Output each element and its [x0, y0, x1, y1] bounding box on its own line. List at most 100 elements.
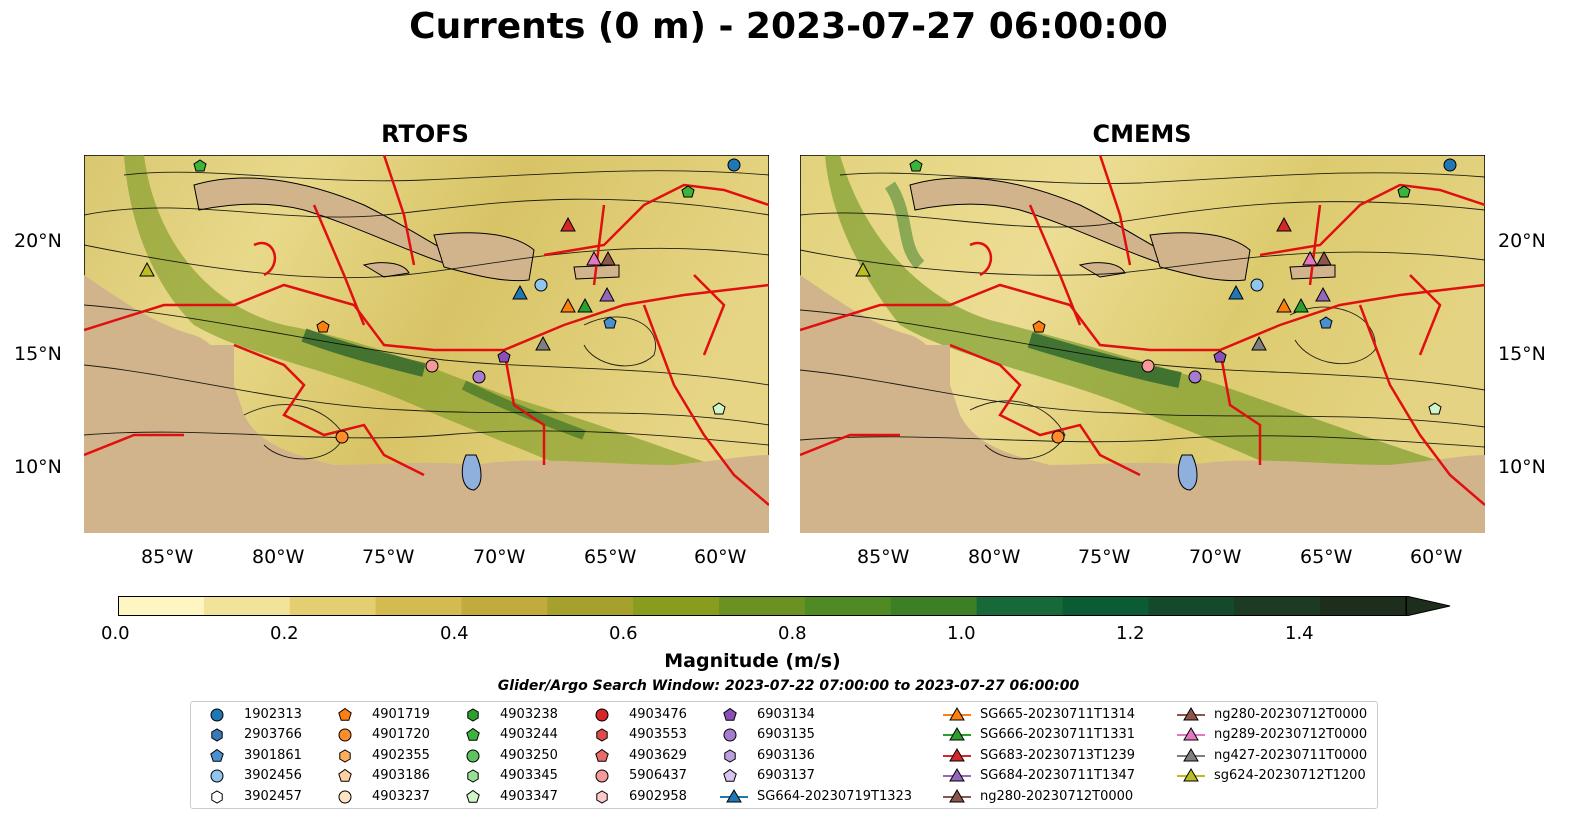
- legend-marker-icon: [339, 749, 351, 763]
- legend-label: 3902457: [244, 789, 302, 804]
- lon-tick: 70°W: [1189, 546, 1242, 568]
- float-markers: [855, 158, 1457, 444]
- legend-label: SG684-20230711T1347: [980, 768, 1136, 783]
- legend-label: 6903135: [757, 727, 815, 742]
- lon-tick: 85°W: [141, 546, 194, 568]
- lat-tick: 20°N: [1498, 230, 1546, 252]
- legend-label: ng280-20230712T0000: [1214, 707, 1368, 722]
- legend-label: 4903347: [500, 789, 558, 804]
- colorbar-tick: 1.2: [1116, 623, 1145, 644]
- legend-label: 4903345: [500, 768, 558, 783]
- legend-marker-icon: [466, 789, 480, 803]
- legend-label: 6903137: [757, 768, 815, 783]
- legend-label: ng280-20230712T0000: [980, 789, 1134, 804]
- panel-title-cmems: CMEMS: [1092, 120, 1192, 148]
- legend-label: 6903134: [757, 707, 815, 722]
- legend-label: 1902313: [244, 707, 302, 722]
- colorbar-tick: 0.2: [270, 623, 299, 644]
- legend-marker-icon: [596, 728, 608, 742]
- legend-marker-icon: [1177, 748, 1205, 762]
- colorbar-segment: [118, 596, 205, 616]
- colorbar-segment: [547, 596, 634, 616]
- figure-title: Currents (0 m) - 2023-07-27 06:00:00: [409, 6, 1168, 47]
- legend-marker-icon: [723, 707, 737, 721]
- legend-marker-icon: [211, 728, 223, 742]
- lat-tick: 20°N: [14, 230, 62, 252]
- legend-label: SG666-20230711T1331: [980, 727, 1136, 742]
- legend-label: 4903250: [500, 748, 558, 763]
- legend-label: 5906437: [629, 768, 687, 783]
- float-markers: [139, 158, 741, 444]
- legend-label: 4903237: [372, 789, 430, 804]
- colorbar-segment: [461, 596, 548, 616]
- legend-marker-icon: [1177, 768, 1205, 782]
- lon-tick: 65°W: [584, 546, 637, 568]
- colorbar-segment: [804, 596, 892, 616]
- legend-marker-icon: [723, 728, 737, 742]
- colorbar-tick: 1.0: [947, 623, 976, 644]
- lon-tick: 70°W: [473, 546, 526, 568]
- legend-marker-icon: [943, 768, 971, 782]
- colorbar-segment: [1234, 596, 1321, 616]
- legend-label: 4902355: [372, 748, 430, 763]
- colorbar-segment: [719, 596, 806, 616]
- colorbar-segment: [289, 596, 377, 616]
- legend-marker-icon: [595, 769, 609, 783]
- legend-label: 3902456: [244, 768, 302, 783]
- legend-marker-icon: [338, 707, 352, 721]
- colorbar-segment: [633, 596, 720, 616]
- lat-tick: 10°N: [1498, 456, 1546, 478]
- legend-label: sg624-20230712T1200: [1214, 768, 1366, 783]
- legend-marker-icon: [595, 708, 609, 722]
- lon-tick: 60°W: [1410, 546, 1463, 568]
- panel-title-rtofs: RTOFS: [381, 120, 469, 148]
- colorbar-tick: 0.4: [440, 623, 469, 644]
- legend-marker-icon: [943, 707, 971, 721]
- colorbar: [118, 596, 1451, 616]
- colorbar-segment: [203, 596, 291, 616]
- legend-label: ng289-20230712T0000: [1214, 727, 1368, 742]
- colorbar-segment: [976, 596, 1064, 616]
- search-window-text: Glider/Argo Search Window: 2023-07-22 07…: [497, 678, 1080, 694]
- colorbar-segment: [890, 596, 978, 616]
- lon-tick: 60°W: [694, 546, 747, 568]
- lat-tick: 15°N: [14, 343, 62, 365]
- colorbar-tick: 0.6: [609, 623, 638, 644]
- colorbar-label: Magnitude (m/s): [664, 650, 841, 672]
- legend-label: 4903629: [629, 748, 687, 763]
- lat-tick: 10°N: [14, 456, 62, 478]
- legend-marker-icon: [943, 789, 971, 803]
- legend-marker-icon: [211, 790, 223, 804]
- legend-marker-icon: [720, 789, 748, 803]
- legend-marker-icon: [724, 749, 736, 763]
- legend-marker-icon: [723, 768, 737, 782]
- legend-marker-icon: [210, 708, 224, 722]
- legend-marker-icon: [210, 748, 224, 762]
- colorbar-tick: 1.4: [1285, 623, 1314, 644]
- lon-tick: 75°W: [1078, 546, 1131, 568]
- legend-label: SG664-20230719T1323: [757, 789, 913, 804]
- legend-marker-icon: [467, 769, 479, 783]
- legend-label: 4903553: [629, 727, 687, 742]
- map-cmems[interactable]: [800, 155, 1485, 533]
- legend-marker-icon: [943, 727, 971, 741]
- legend-label: 4903186: [372, 768, 430, 783]
- legend-label: 4903238: [500, 707, 558, 722]
- legend-label: SG683-20230713T1239: [980, 748, 1136, 763]
- colorbar-segment: [375, 596, 462, 616]
- lon-tick: 85°W: [857, 546, 910, 568]
- legend-label: 2903766: [244, 727, 302, 742]
- map-rtofs[interactable]: [84, 155, 769, 533]
- legend-marker-icon: [210, 769, 224, 783]
- legend-marker-icon: [466, 749, 480, 763]
- legend-label: SG665-20230711T1314: [980, 707, 1136, 722]
- legend-label: 6903136: [757, 748, 815, 763]
- legend-label: 4903476: [629, 707, 687, 722]
- legend-marker-icon: [467, 708, 479, 722]
- colorbar-segment: [1062, 596, 1149, 616]
- legend-label: 4901720: [372, 727, 430, 742]
- lon-tick: 80°W: [252, 546, 305, 568]
- legend-label: 6902958: [629, 789, 687, 804]
- legend-marker-icon: [596, 790, 608, 804]
- lon-tick: 75°W: [362, 546, 415, 568]
